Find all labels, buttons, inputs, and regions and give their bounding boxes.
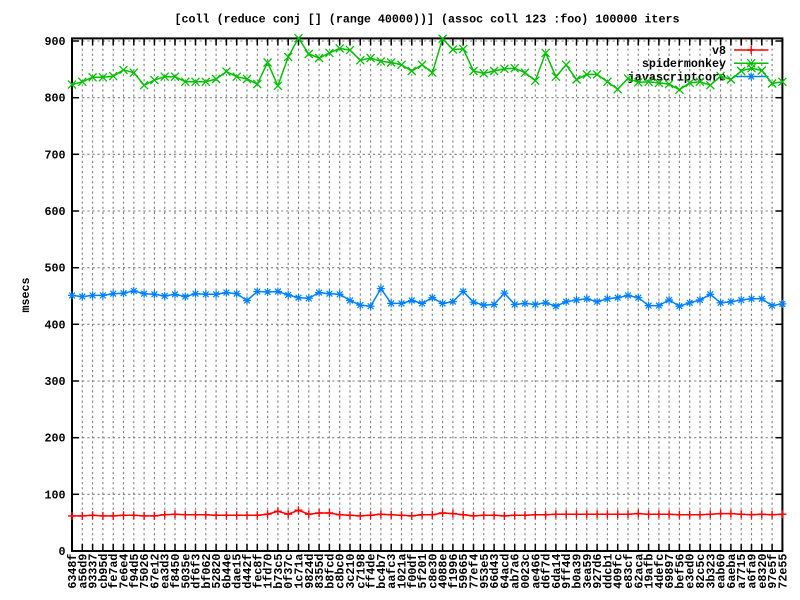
svg-text:67e12: 67e12 bbox=[148, 554, 162, 589]
svg-text:0023c: 0023c bbox=[519, 554, 533, 589]
svg-text:72e55: 72e55 bbox=[776, 554, 790, 589]
svg-text:62aca: 62aca bbox=[632, 554, 646, 589]
svg-text:e83cf: e83cf bbox=[622, 554, 636, 589]
svg-text:82c5c: 82c5c bbox=[694, 554, 708, 589]
svg-text:f8450: f8450 bbox=[169, 554, 183, 589]
svg-text:1fd70: 1fd70 bbox=[262, 554, 276, 589]
svg-text:300: 300 bbox=[44, 375, 65, 389]
svg-text:66d43: 66d43 bbox=[488, 554, 502, 589]
svg-text:59665: 59665 bbox=[457, 554, 471, 589]
svg-text:19afb: 19afb bbox=[643, 554, 657, 589]
svg-text:ab7a6: ab7a6 bbox=[509, 554, 523, 589]
svg-text:3ea59: 3ea59 bbox=[581, 554, 595, 589]
svg-text:f00df: f00df bbox=[406, 554, 420, 589]
svg-text:700: 700 bbox=[44, 148, 65, 162]
svg-text:8355d: 8355d bbox=[313, 554, 327, 589]
svg-text:3b323: 3b323 bbox=[704, 554, 718, 589]
svg-text:v8: v8 bbox=[712, 44, 726, 58]
svg-text:5f201: 5f201 bbox=[416, 554, 430, 589]
svg-text:eab60: eab60 bbox=[715, 554, 729, 589]
svg-text:6aeba: 6aeba bbox=[725, 554, 739, 589]
svg-text:600: 600 bbox=[44, 205, 65, 219]
svg-text:1c71a: 1c71a bbox=[293, 554, 307, 589]
svg-text:cb95d: cb95d bbox=[97, 554, 111, 589]
svg-text:d6f7d: d6f7d bbox=[540, 554, 554, 589]
svg-text:400: 400 bbox=[44, 318, 65, 332]
svg-text:f1996: f1996 bbox=[447, 554, 461, 589]
svg-text:a6fa9: a6fa9 bbox=[746, 554, 760, 589]
svg-text:a56d9: a56d9 bbox=[76, 554, 90, 589]
svg-text:64acd: 64acd bbox=[498, 554, 512, 589]
svg-text:97e5f: 97e5f bbox=[766, 554, 780, 589]
svg-text:d442f: d442f bbox=[241, 554, 255, 589]
svg-text:ea3d3: ea3d3 bbox=[159, 554, 173, 589]
svg-text:spidermonkey: spidermonkey bbox=[642, 57, 726, 71]
svg-text:c8e30: c8e30 bbox=[426, 554, 440, 589]
svg-text:[coll (reduce conj [] (range 4: [coll (reduce conj [] (range 40000))] (a… bbox=[175, 13, 680, 27]
svg-text:100: 100 bbox=[44, 488, 65, 502]
svg-text:aafc3: aafc3 bbox=[385, 554, 399, 589]
svg-text:75026: 75026 bbox=[138, 554, 152, 589]
svg-text:927d6: 927d6 bbox=[591, 554, 605, 589]
svg-text:0f37c: 0f37c bbox=[282, 554, 296, 589]
svg-text:3c210: 3c210 bbox=[344, 554, 358, 589]
svg-text:77ef4: 77ef4 bbox=[468, 554, 482, 589]
svg-text:bc4b7: bc4b7 bbox=[375, 554, 389, 589]
svg-text:4088e: 4088e bbox=[437, 554, 451, 589]
svg-text:msecs: msecs bbox=[19, 277, 33, 312]
svg-text:6348f: 6348f bbox=[66, 554, 80, 589]
svg-text:9ff4d: 9ff4d bbox=[560, 554, 574, 589]
svg-text:df6f3: df6f3 bbox=[190, 554, 204, 589]
svg-text:c7198: c7198 bbox=[354, 554, 368, 589]
svg-text:9824d: 9824d bbox=[303, 554, 317, 589]
svg-text:ddcb1: ddcb1 bbox=[601, 554, 615, 589]
svg-text:500: 500 bbox=[44, 262, 65, 276]
svg-text:953e5: 953e5 bbox=[478, 554, 492, 589]
svg-text:b8fcd: b8fcd bbox=[323, 554, 337, 589]
svg-text:409fc: 409fc bbox=[612, 554, 626, 589]
svg-text:4defc: 4defc bbox=[653, 554, 667, 589]
svg-text:ae466: ae466 bbox=[529, 554, 543, 589]
svg-text:bf062: bf062 bbox=[200, 554, 214, 589]
svg-text:6b44e: 6b44e bbox=[220, 554, 234, 589]
svg-text:1021a: 1021a bbox=[396, 554, 410, 589]
svg-text:c8bc0: c8bc0 bbox=[334, 554, 348, 589]
svg-text:fec8f: fec8f bbox=[251, 554, 265, 589]
svg-text:5035e: 5035e bbox=[179, 554, 193, 589]
svg-text:fe7ad: fe7ad bbox=[107, 554, 121, 589]
svg-text:b73c5: b73c5 bbox=[272, 554, 286, 589]
svg-text:0: 0 bbox=[58, 545, 65, 559]
svg-text:ff4de: ff4de bbox=[365, 554, 379, 589]
svg-text:bef56: bef56 bbox=[673, 554, 687, 589]
svg-text:dae15: dae15 bbox=[231, 554, 245, 589]
svg-text:69897: 69897 bbox=[663, 554, 677, 589]
svg-text:800: 800 bbox=[44, 92, 65, 106]
svg-text:e3ed0: e3ed0 bbox=[684, 554, 698, 589]
svg-text:200: 200 bbox=[44, 432, 65, 446]
svg-text:e8320: e8320 bbox=[756, 554, 770, 589]
svg-text:f94d5: f94d5 bbox=[128, 554, 142, 589]
svg-text:7e6e4: 7e6e4 bbox=[118, 554, 132, 589]
svg-text:900: 900 bbox=[44, 35, 65, 49]
svg-text:93337: 93337 bbox=[87, 554, 101, 589]
svg-text:a7715: a7715 bbox=[735, 554, 749, 589]
svg-text:52820: 52820 bbox=[210, 554, 224, 589]
svg-text:b0a39: b0a39 bbox=[571, 554, 585, 589]
svg-text:6da14: 6da14 bbox=[550, 554, 564, 589]
